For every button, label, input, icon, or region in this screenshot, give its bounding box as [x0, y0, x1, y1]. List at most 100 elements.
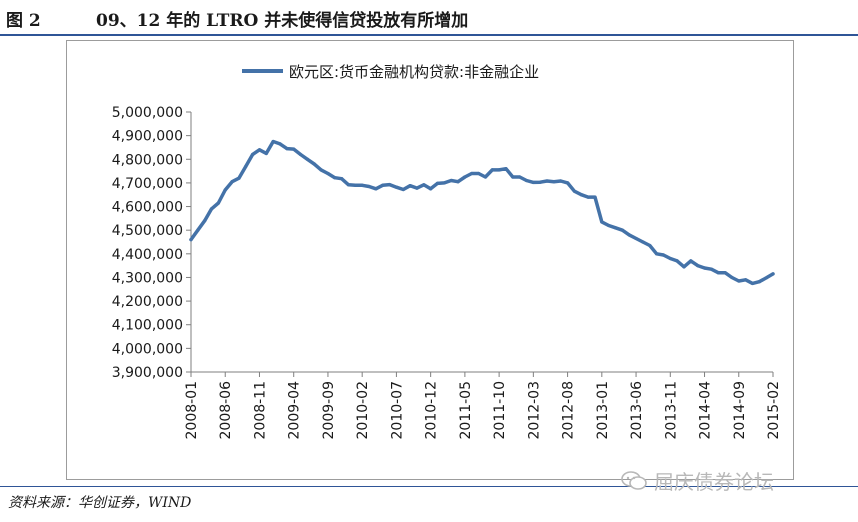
data-point — [264, 151, 268, 155]
data-point — [518, 175, 522, 179]
data-point — [387, 182, 392, 187]
data-point — [552, 180, 556, 184]
data-point — [634, 236, 638, 241]
data-point — [627, 233, 631, 237]
data-point — [435, 181, 440, 185]
data-point — [456, 180, 460, 184]
data-point — [401, 187, 405, 192]
data-point — [709, 267, 713, 271]
data-point — [319, 168, 323, 172]
data-point — [757, 280, 761, 284]
y-axis: 5,000,000 4,900,000 4,800,000 4,700,000 4,60… — [112, 105, 192, 381]
data-point — [572, 189, 577, 193]
data-point — [483, 175, 488, 179]
series-line — [189, 139, 775, 286]
data-point — [511, 175, 515, 179]
x-tick-label: 2008-01 — [184, 381, 200, 440]
y-tick-label: 4,100,000 — [112, 318, 183, 334]
y-tick-label: 4,200,000 — [112, 294, 183, 310]
data-point — [312, 162, 316, 166]
data-point — [764, 276, 768, 280]
chart-frame: 欧元区:货币金融机构贷款:非金融企业 5,000,000 4,900,000 4,8… — [66, 40, 794, 480]
data-point — [285, 147, 289, 151]
data-point — [381, 183, 385, 187]
data-point — [586, 195, 590, 199]
data-point — [696, 264, 700, 268]
data-point — [702, 266, 707, 270]
data-point — [504, 167, 508, 171]
data-point — [565, 181, 570, 185]
y-tick-label: 4,600,000 — [112, 200, 183, 216]
data-point — [340, 177, 344, 181]
data-point — [600, 220, 604, 224]
plot-area — [189, 139, 775, 286]
figure-header: 图 2 09、12 年的 LTRO 并未使得信贷投放有所增加 — [0, 0, 858, 34]
data-point — [524, 178, 529, 183]
data-point — [559, 179, 563, 183]
x-tick-label: 2015-02 — [766, 381, 782, 440]
data-point — [661, 253, 666, 257]
watermark: 屈庆债券论坛 — [620, 466, 774, 495]
wechat-icon — [621, 470, 647, 490]
x-tick-label: 2010-12 — [424, 381, 440, 440]
data-point — [744, 278, 748, 282]
data-point — [716, 271, 720, 275]
figure-label: 图 2 — [6, 11, 41, 31]
data-point — [531, 180, 535, 185]
data-point — [545, 179, 549, 183]
x-tick-label: 2008-11 — [252, 381, 268, 440]
y-tick-label: 4,500,000 — [112, 223, 183, 239]
data-point — [346, 183, 351, 187]
data-point — [360, 183, 364, 187]
line-chart: 欧元区:货币金融机构贷款:非金融企业 5,000,000 4,900,000 4,8… — [112, 63, 782, 440]
y-tick-label: 4,900,000 — [112, 129, 183, 145]
x-tick-label: 2009-09 — [321, 381, 337, 440]
data-point — [620, 228, 624, 232]
data-point — [196, 228, 200, 232]
x-tick-label: 2010-02 — [355, 381, 371, 440]
data-point — [442, 181, 446, 185]
data-point — [298, 152, 303, 157]
x-tick-label: 2011-05 — [458, 381, 474, 440]
y-tick-label: 4,000,000 — [112, 341, 183, 357]
data-point — [538, 180, 542, 184]
data-point — [668, 256, 672, 261]
data-point — [641, 240, 645, 244]
data-point — [682, 265, 686, 269]
data-point — [422, 183, 426, 187]
data-point — [374, 187, 378, 191]
source-note: 资料来源：华创证券，WIND — [8, 495, 192, 511]
data-point — [449, 178, 453, 183]
data-point — [230, 180, 234, 184]
y-tick-label: 3,900,000 — [112, 365, 183, 381]
x-tick-label: 2014-09 — [732, 381, 748, 440]
data-point — [305, 157, 309, 161]
data-point — [655, 252, 659, 256]
data-point — [415, 186, 419, 190]
x-tick-label: 2013-11 — [663, 381, 679, 440]
data-point — [257, 148, 262, 152]
x-tick-label: 2009-04 — [287, 381, 303, 440]
data-point — [408, 184, 412, 188]
x-tick-label: 2012-03 — [526, 381, 542, 440]
data-point — [251, 152, 255, 157]
data-point — [223, 188, 227, 192]
data-point — [750, 281, 755, 285]
y-tick-label: 4,300,000 — [112, 270, 183, 286]
data-point — [189, 238, 193, 242]
x-tick-label: 2010-07 — [389, 381, 405, 440]
data-point — [333, 176, 337, 180]
data-point — [463, 175, 467, 179]
data-point — [607, 223, 611, 228]
data-point — [216, 201, 220, 205]
data-point — [730, 275, 734, 280]
data-point — [367, 184, 371, 189]
data-point — [689, 259, 693, 263]
data-point — [648, 243, 652, 248]
y-tick-label: 4,400,000 — [112, 247, 183, 263]
data-point — [271, 139, 275, 144]
data-point — [429, 187, 433, 191]
data-point — [723, 271, 727, 275]
data-point — [244, 164, 248, 168]
data-point — [737, 279, 741, 283]
